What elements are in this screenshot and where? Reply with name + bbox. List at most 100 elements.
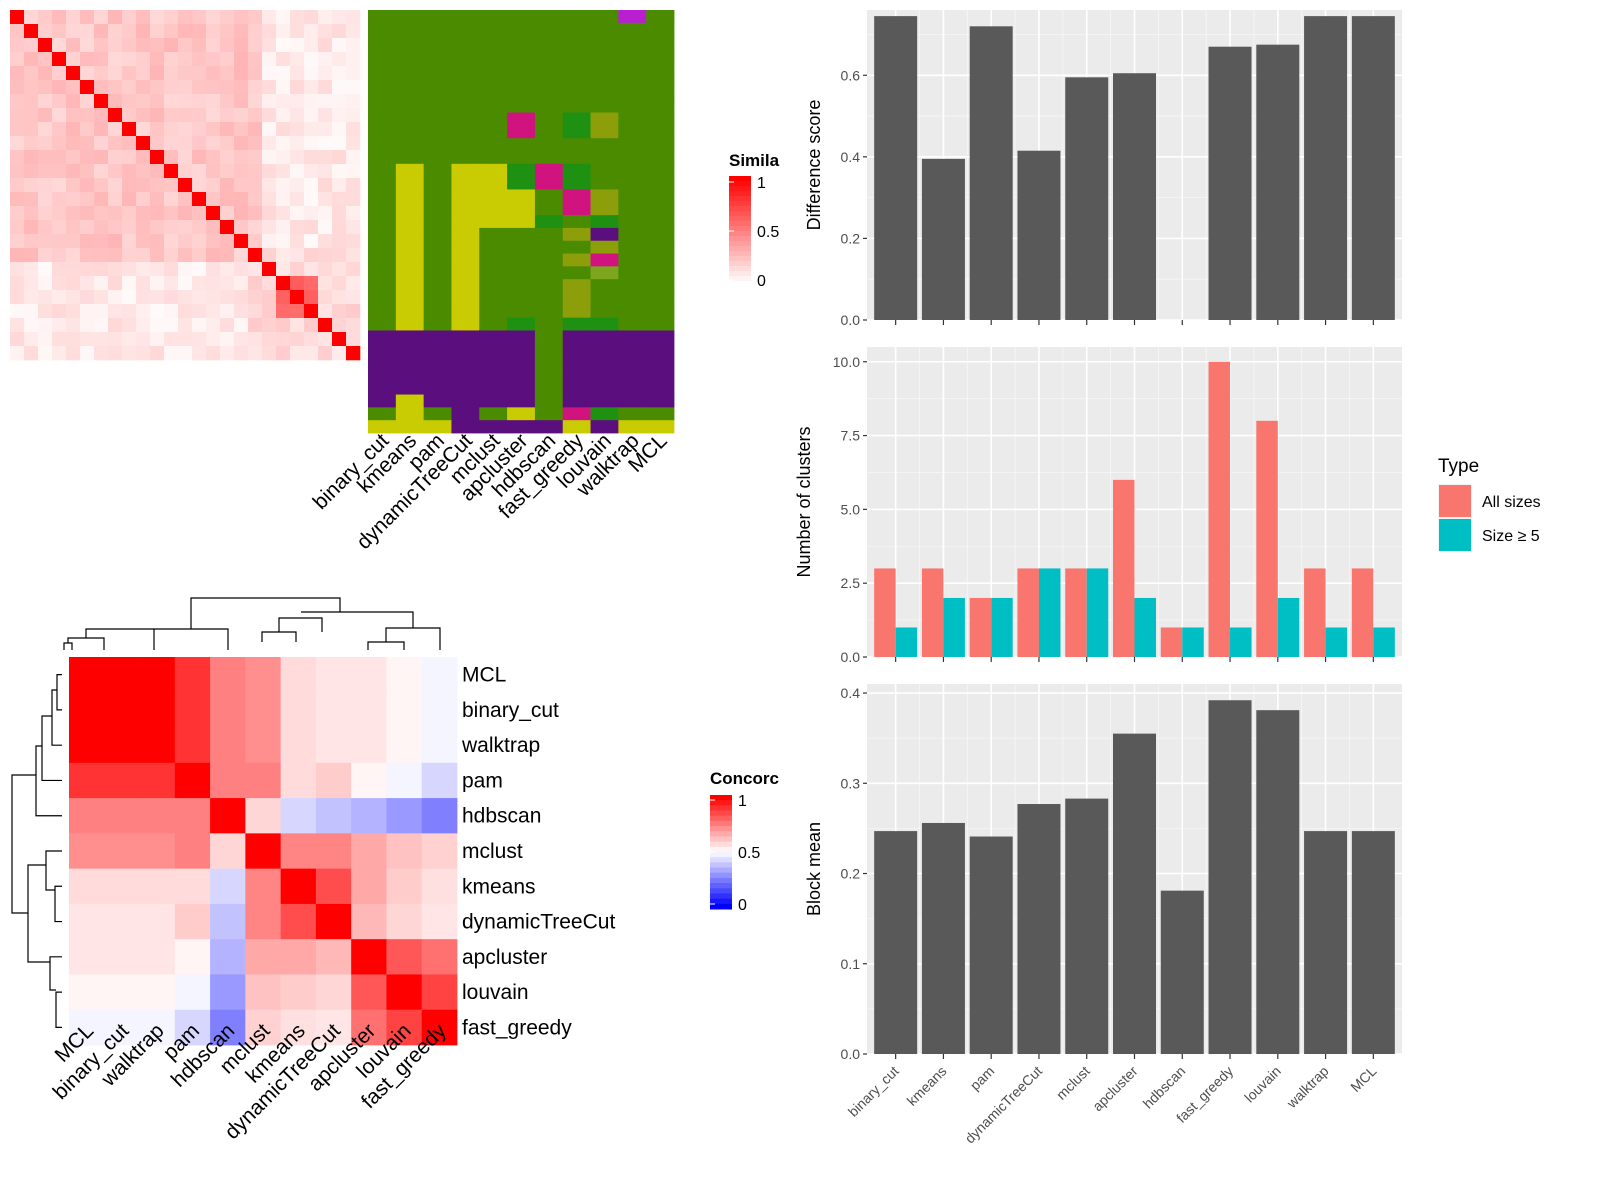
similarity-cell [108, 304, 123, 319]
concordance-row-label: MCL [462, 664, 506, 687]
similarity-cell [206, 276, 221, 291]
label-cell [534, 189, 564, 203]
label-cell [646, 125, 675, 139]
similarity-cell [206, 318, 221, 333]
concordance-cell [351, 833, 387, 870]
concordance-cell [421, 657, 458, 693]
label-cell [507, 22, 536, 37]
label-cell [368, 394, 397, 408]
similarity-cell [206, 304, 221, 319]
similarity-cell [10, 220, 25, 235]
concordance-cell [351, 692, 387, 728]
similarity-cell [122, 346, 137, 361]
similarity-cell [80, 332, 95, 347]
similarity-cell [108, 66, 123, 81]
label-cell [562, 266, 591, 280]
concordance-cell [315, 798, 352, 834]
similarity-cell [346, 38, 361, 53]
label-cell [562, 163, 591, 178]
concordance-cell [245, 727, 282, 764]
bar [1208, 46, 1252, 321]
label-cell [479, 10, 508, 24]
similarity-cell [164, 262, 179, 277]
concordance-cell [386, 974, 423, 1011]
label-cell [562, 189, 591, 203]
similarity-cell [136, 80, 151, 95]
similarity-cell [332, 66, 347, 81]
label-cell [590, 368, 619, 383]
similarity-legend-step [729, 261, 751, 267]
label-cell [479, 304, 508, 319]
concordance-legend-step [710, 800, 732, 806]
similarity-cell [262, 318, 277, 333]
similarity-cell [206, 234, 221, 249]
y-tick-label: 0.2 [841, 230, 861, 246]
label-cell [590, 343, 619, 357]
label-cell [423, 420, 452, 434]
similarity-cell [80, 346, 95, 361]
label-cell [479, 279, 508, 293]
label-cell [479, 407, 508, 421]
similarity-cell [276, 318, 291, 333]
similarity-cell [24, 290, 39, 305]
concordance-cell [69, 727, 105, 764]
similarity-cell [276, 234, 291, 249]
label-cell [507, 112, 536, 126]
similarity-legend-step [729, 211, 751, 217]
similarity-cell [80, 206, 95, 221]
label-cell [368, 292, 397, 306]
similarity-cell [332, 178, 347, 193]
label-cell [590, 48, 619, 62]
similarity-cell [290, 122, 305, 137]
bar [874, 831, 918, 1054]
concordance-cell [315, 657, 352, 693]
concordance-cell [421, 692, 458, 728]
similarity-cell [38, 220, 53, 235]
similarity-cell [332, 192, 347, 207]
similarity-cell [304, 150, 319, 165]
similarity-cell [38, 108, 53, 123]
label-cell [590, 227, 619, 242]
similarity-cell [136, 206, 151, 221]
label-cell [534, 48, 564, 62]
similarity-cell [332, 304, 347, 319]
concordance-cell [351, 727, 387, 764]
label-cell [423, 304, 452, 319]
label-cell [618, 317, 647, 331]
label-cell [395, 99, 425, 113]
similarity-cell [10, 24, 25, 39]
bar [921, 568, 944, 657]
row-dendrogram-branch [55, 991, 62, 1028]
label-cell [646, 266, 675, 280]
similarity-cell [318, 122, 333, 137]
label-cell [423, 74, 452, 88]
similarity-cell [220, 94, 235, 109]
similarity-cell [136, 136, 151, 151]
concordance-cell [104, 974, 140, 1011]
label-cell [423, 151, 452, 165]
concordance-cell [421, 903, 458, 940]
concordance-legend-tick-label: 0.5 [738, 845, 760, 862]
concordance-cell [104, 939, 140, 975]
label-cell [451, 420, 480, 434]
similarity-cell [276, 290, 291, 305]
similarity-cell [178, 262, 193, 277]
similarity-cell [94, 248, 109, 263]
similarity-cell [164, 192, 179, 207]
label-cell [534, 279, 564, 293]
label-cell [395, 163, 425, 178]
label-cell [618, 61, 647, 75]
similarity-cell [66, 220, 81, 235]
similarity-cell [66, 192, 81, 207]
similarity-cell [66, 234, 81, 249]
similarity-legend-tick-label: 0.5 [757, 224, 779, 241]
similarity-cell [220, 80, 235, 95]
concordance-cell [245, 974, 282, 1011]
similarity-cell [206, 178, 221, 193]
label-cell [562, 240, 591, 254]
label-cell [562, 330, 591, 344]
label-cell [562, 420, 591, 434]
similarity-cell [318, 318, 333, 333]
similarity-cell [94, 234, 109, 249]
similarity-cell [136, 220, 151, 235]
